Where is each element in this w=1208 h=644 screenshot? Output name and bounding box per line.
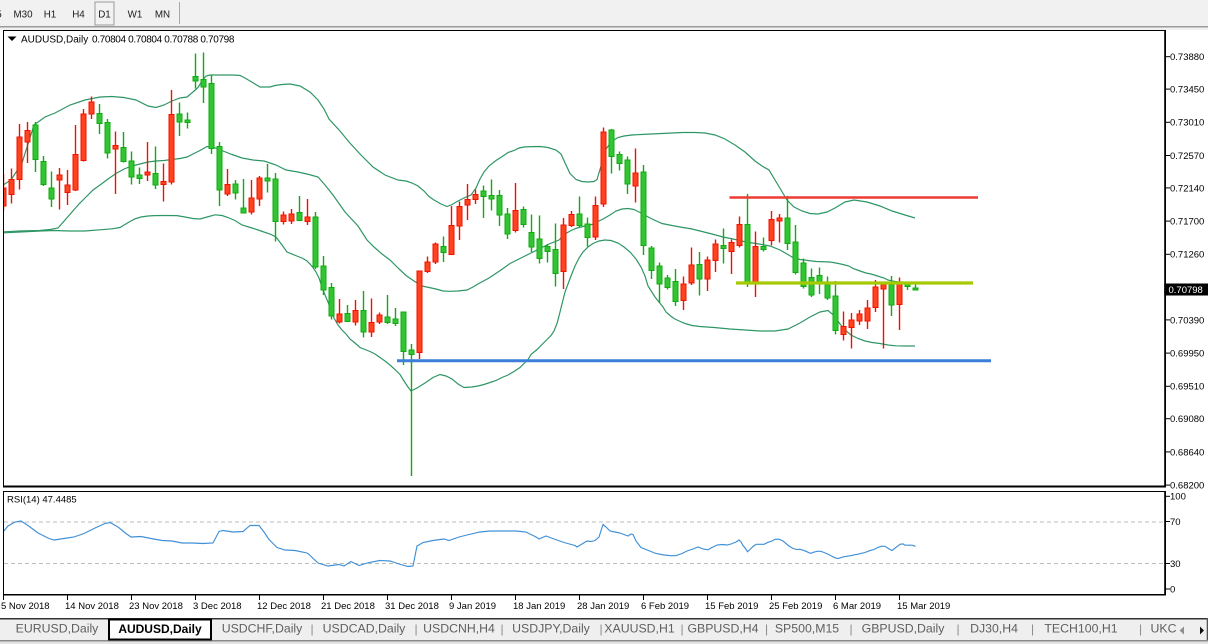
svg-text:0.69950: 0.69950 [1170,349,1204,360]
svg-text:TECH100,H1: TECH100,H1 [1044,622,1117,636]
svg-text:3 Dec 2018: 3 Dec 2018 [193,601,242,612]
svg-text:23 Nov 2018: 23 Nov 2018 [129,601,183,612]
svg-text:UKC: UKC [1151,622,1177,636]
svg-text:|: | [414,622,417,636]
svg-text:USDCHF,Daily: USDCHF,Daily [222,622,303,636]
svg-text:USDCNH,H4: USDCNH,H4 [423,622,495,636]
svg-text:0.71700: 0.71700 [1170,217,1204,228]
svg-text:USDJPY,Daily: USDJPY,Daily [512,622,591,636]
svg-text:15 Mar 2019: 15 Mar 2019 [897,601,950,612]
svg-text:15 Feb 2019: 15 Feb 2019 [705,601,758,612]
svg-text:|: | [849,622,852,636]
svg-text:EURUSD,Daily: EURUSD,Daily [16,622,100,636]
svg-text:MN: MN [155,10,170,21]
svg-text:|: | [1139,622,1142,636]
svg-text:M30: M30 [13,10,33,21]
svg-text:AUDUSD,Daily: AUDUSD,Daily [118,622,202,636]
svg-text:0.70798: 0.70798 [1169,285,1203,296]
svg-text:|: | [1031,622,1034,636]
svg-text:|: | [500,622,503,636]
svg-text:14 Nov 2018: 14 Nov 2018 [65,601,119,612]
svg-text:6 Mar 2019: 6 Mar 2019 [833,601,881,612]
svg-text:0.73880: 0.73880 [1170,52,1204,63]
svg-text:0.68640: 0.68640 [1170,447,1204,458]
svg-text:6 Feb 2019: 6 Feb 2019 [641,601,689,612]
svg-text:0.73450: 0.73450 [1170,85,1204,96]
svg-text:0.71260: 0.71260 [1170,250,1204,261]
svg-text:0.69510: 0.69510 [1170,382,1204,393]
svg-text:100: 100 [1170,492,1186,503]
svg-text:|: | [599,622,602,636]
svg-text:W1: W1 [128,10,143,21]
svg-text:XAUUSD,H1: XAUUSD,H1 [604,622,675,636]
svg-text:D1: D1 [98,10,111,21]
svg-text:|: | [765,622,768,636]
svg-text:31 Dec 2018: 31 Dec 2018 [385,601,439,612]
svg-text:70: 70 [1170,517,1181,528]
svg-text:0.72570: 0.72570 [1170,151,1204,162]
svg-text:|: | [956,622,959,636]
svg-text:30: 30 [1170,559,1181,570]
svg-text:USDCAD,Daily: USDCAD,Daily [323,622,407,636]
svg-text:RSI(14) 47.4485: RSI(14) 47.4485 [7,495,77,506]
svg-text:0.70804 0.70804 0.70788 0.7079: 0.70804 0.70804 0.70788 0.70798 [92,35,235,46]
svg-text:|: | [310,622,313,636]
svg-text:18 Jan 2019: 18 Jan 2019 [513,601,565,612]
svg-text:21 Dec 2018: 21 Dec 2018 [321,601,375,612]
svg-text:0.69080: 0.69080 [1170,414,1204,425]
svg-text:5: 5 [0,10,2,21]
svg-text:H4: H4 [72,10,85,21]
svg-text:DJ30,H4: DJ30,H4 [970,622,1018,636]
svg-text:0: 0 [1170,584,1175,595]
svg-text:12 Dec 2018: 12 Dec 2018 [257,601,311,612]
svg-text:H1: H1 [44,10,57,21]
svg-text:25 Feb 2019: 25 Feb 2019 [769,601,822,612]
svg-text:0.68200: 0.68200 [1170,481,1204,492]
svg-text:0.72140: 0.72140 [1170,183,1204,194]
svg-text:AUDUSD,Daily: AUDUSD,Daily [21,35,88,46]
svg-text:0.70390: 0.70390 [1170,315,1204,326]
svg-text:0.73010: 0.73010 [1170,118,1204,129]
svg-text:GBPUSD,H4: GBPUSD,H4 [687,622,758,636]
svg-text:SP500,M15: SP500,M15 [775,622,839,636]
svg-text:28 Jan 2019: 28 Jan 2019 [577,601,629,612]
svg-text:GBPUSD,Daily: GBPUSD,Daily [862,622,946,636]
svg-text:5 Nov 2018: 5 Nov 2018 [1,601,50,612]
svg-text:9 Jan 2019: 9 Jan 2019 [449,601,496,612]
svg-text:|: | [680,622,683,636]
